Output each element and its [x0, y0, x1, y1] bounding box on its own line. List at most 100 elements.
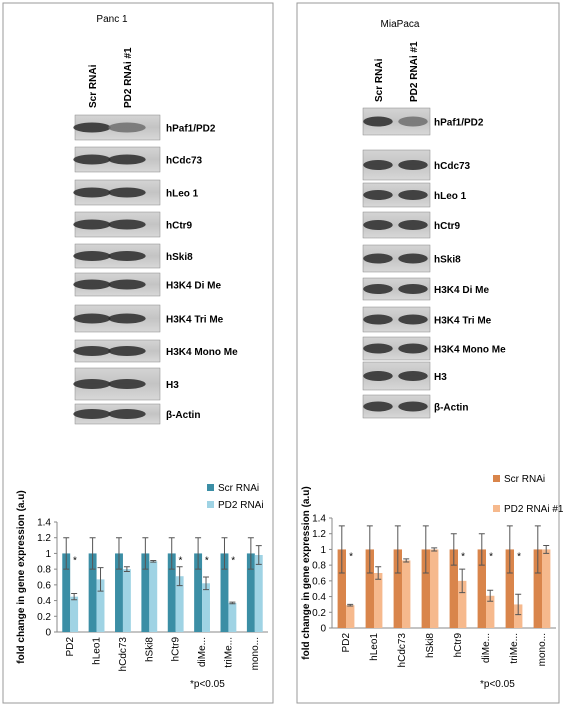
- bar: [88, 553, 97, 632]
- error-bar: [150, 560, 157, 563]
- x-tick-label: hCtr9: [453, 633, 464, 658]
- blot-label: H3K4 Tri Me: [166, 315, 224, 326]
- error-bar: [478, 533, 485, 566]
- error-bar: [459, 568, 466, 594]
- blot-label: hPaf1/PD2: [434, 118, 484, 129]
- x-tick-label: hCdc73: [397, 633, 408, 668]
- error-bar: [347, 603, 354, 607]
- error-bar: [487, 589, 494, 602]
- blot-label: hCdc73: [166, 156, 203, 167]
- blot-band: [108, 379, 146, 389]
- bar: [477, 549, 486, 628]
- x-tick-label: diMe...: [197, 637, 208, 667]
- x-tick-label: triMe...: [223, 637, 234, 668]
- y-tick-label: 0: [320, 624, 326, 635]
- blot-band: [398, 371, 428, 381]
- blot-band: [73, 279, 111, 290]
- bar: [430, 549, 439, 628]
- significance-mark: *: [231, 555, 235, 566]
- blot-band: [398, 343, 428, 354]
- blot-band: [398, 284, 428, 294]
- x-tick-label: hSki8: [144, 637, 155, 662]
- bar: [70, 596, 79, 632]
- significance-mark: *: [205, 555, 209, 566]
- blot-band: [363, 253, 393, 264]
- bar: [167, 553, 176, 632]
- blot-band: [73, 251, 111, 261]
- x-tick-label: hLeo1: [369, 633, 380, 661]
- bar: [246, 553, 255, 632]
- bar: [194, 553, 203, 632]
- blot-band: [363, 190, 393, 200]
- error-bar: [89, 537, 96, 570]
- blot-label: hPaf1/PD2: [166, 124, 216, 135]
- legend-label: PD2 RNAi #1: [504, 504, 563, 515]
- y-tick-label: 1: [45, 549, 51, 560]
- lane-label: PD2 RNAi #1: [409, 41, 420, 102]
- error-bar: [534, 525, 541, 574]
- legend-swatch: [493, 475, 500, 482]
- blot-band: [363, 314, 393, 325]
- error-bar: [247, 537, 254, 570]
- blot-band: [363, 160, 393, 170]
- x-tick-label: diMe...: [481, 633, 492, 663]
- x-tick-label: PD2: [65, 637, 76, 657]
- error-bar: [515, 593, 522, 616]
- error-bar: [97, 567, 104, 592]
- bar: [486, 595, 495, 628]
- error-bar: [71, 593, 78, 601]
- y-tick-label: 0.4: [37, 596, 51, 607]
- blot-band: [108, 251, 146, 261]
- bar: [374, 573, 383, 628]
- blot: [362, 336, 431, 361]
- bar: [449, 549, 458, 628]
- error-bar: [394, 525, 401, 574]
- blot-label: H3K4 Mono Me: [434, 345, 506, 356]
- blot-band: [108, 313, 146, 324]
- blot-band: [73, 313, 111, 324]
- annotation: *p<0.05: [480, 679, 515, 690]
- legend-swatch: [207, 501, 214, 508]
- x-tick-label: hSki8: [425, 633, 436, 658]
- blot-label: H3K4 Tri Me: [434, 316, 492, 327]
- error-bar: [168, 537, 175, 570]
- error-bar: [142, 537, 149, 570]
- y-tick-label: 0.4: [312, 592, 326, 603]
- blot-band: [398, 190, 428, 200]
- error-bar: [403, 558, 410, 563]
- y-tick-label: 0.6: [37, 580, 51, 591]
- blot-label: H3: [434, 372, 447, 383]
- y-tick-label: 0.6: [312, 576, 326, 587]
- blot-band: [398, 401, 428, 412]
- blot-label: β-Actin: [434, 403, 468, 414]
- lane-label: Scr RNAi: [88, 64, 99, 108]
- y-tick-label: 1.4: [312, 514, 326, 525]
- bar: [542, 549, 551, 628]
- blot-band: [363, 220, 393, 230]
- lane-label: Scr RNAi: [374, 58, 385, 102]
- blot-label: hSki8: [166, 252, 193, 263]
- blot-band: [73, 346, 111, 356]
- blot-band: [108, 219, 146, 230]
- panel-frame: [296, 2, 560, 704]
- blot-band: [108, 122, 146, 133]
- blot-label: hCdc73: [434, 161, 471, 172]
- blot-band: [108, 279, 146, 290]
- blot-band: [73, 154, 111, 165]
- y-axis-label: fold change in gene expression (a.u): [301, 486, 312, 659]
- blot-label: hLeo 1: [166, 189, 199, 200]
- bar: [62, 553, 71, 632]
- y-tick-label: 1.4: [37, 518, 51, 529]
- blot: [362, 394, 431, 419]
- bar: [421, 549, 430, 628]
- significance-mark: *: [461, 551, 465, 562]
- blot-band: [363, 371, 393, 381]
- blot-band: [73, 219, 111, 230]
- error-bar: [366, 525, 373, 574]
- y-axis-label: fold change in gene expression (a.u): [16, 490, 27, 663]
- blot-band: [108, 187, 146, 198]
- legend-swatch: [493, 505, 500, 512]
- bar: [228, 602, 237, 632]
- y-tick-label: 0.2: [312, 608, 326, 619]
